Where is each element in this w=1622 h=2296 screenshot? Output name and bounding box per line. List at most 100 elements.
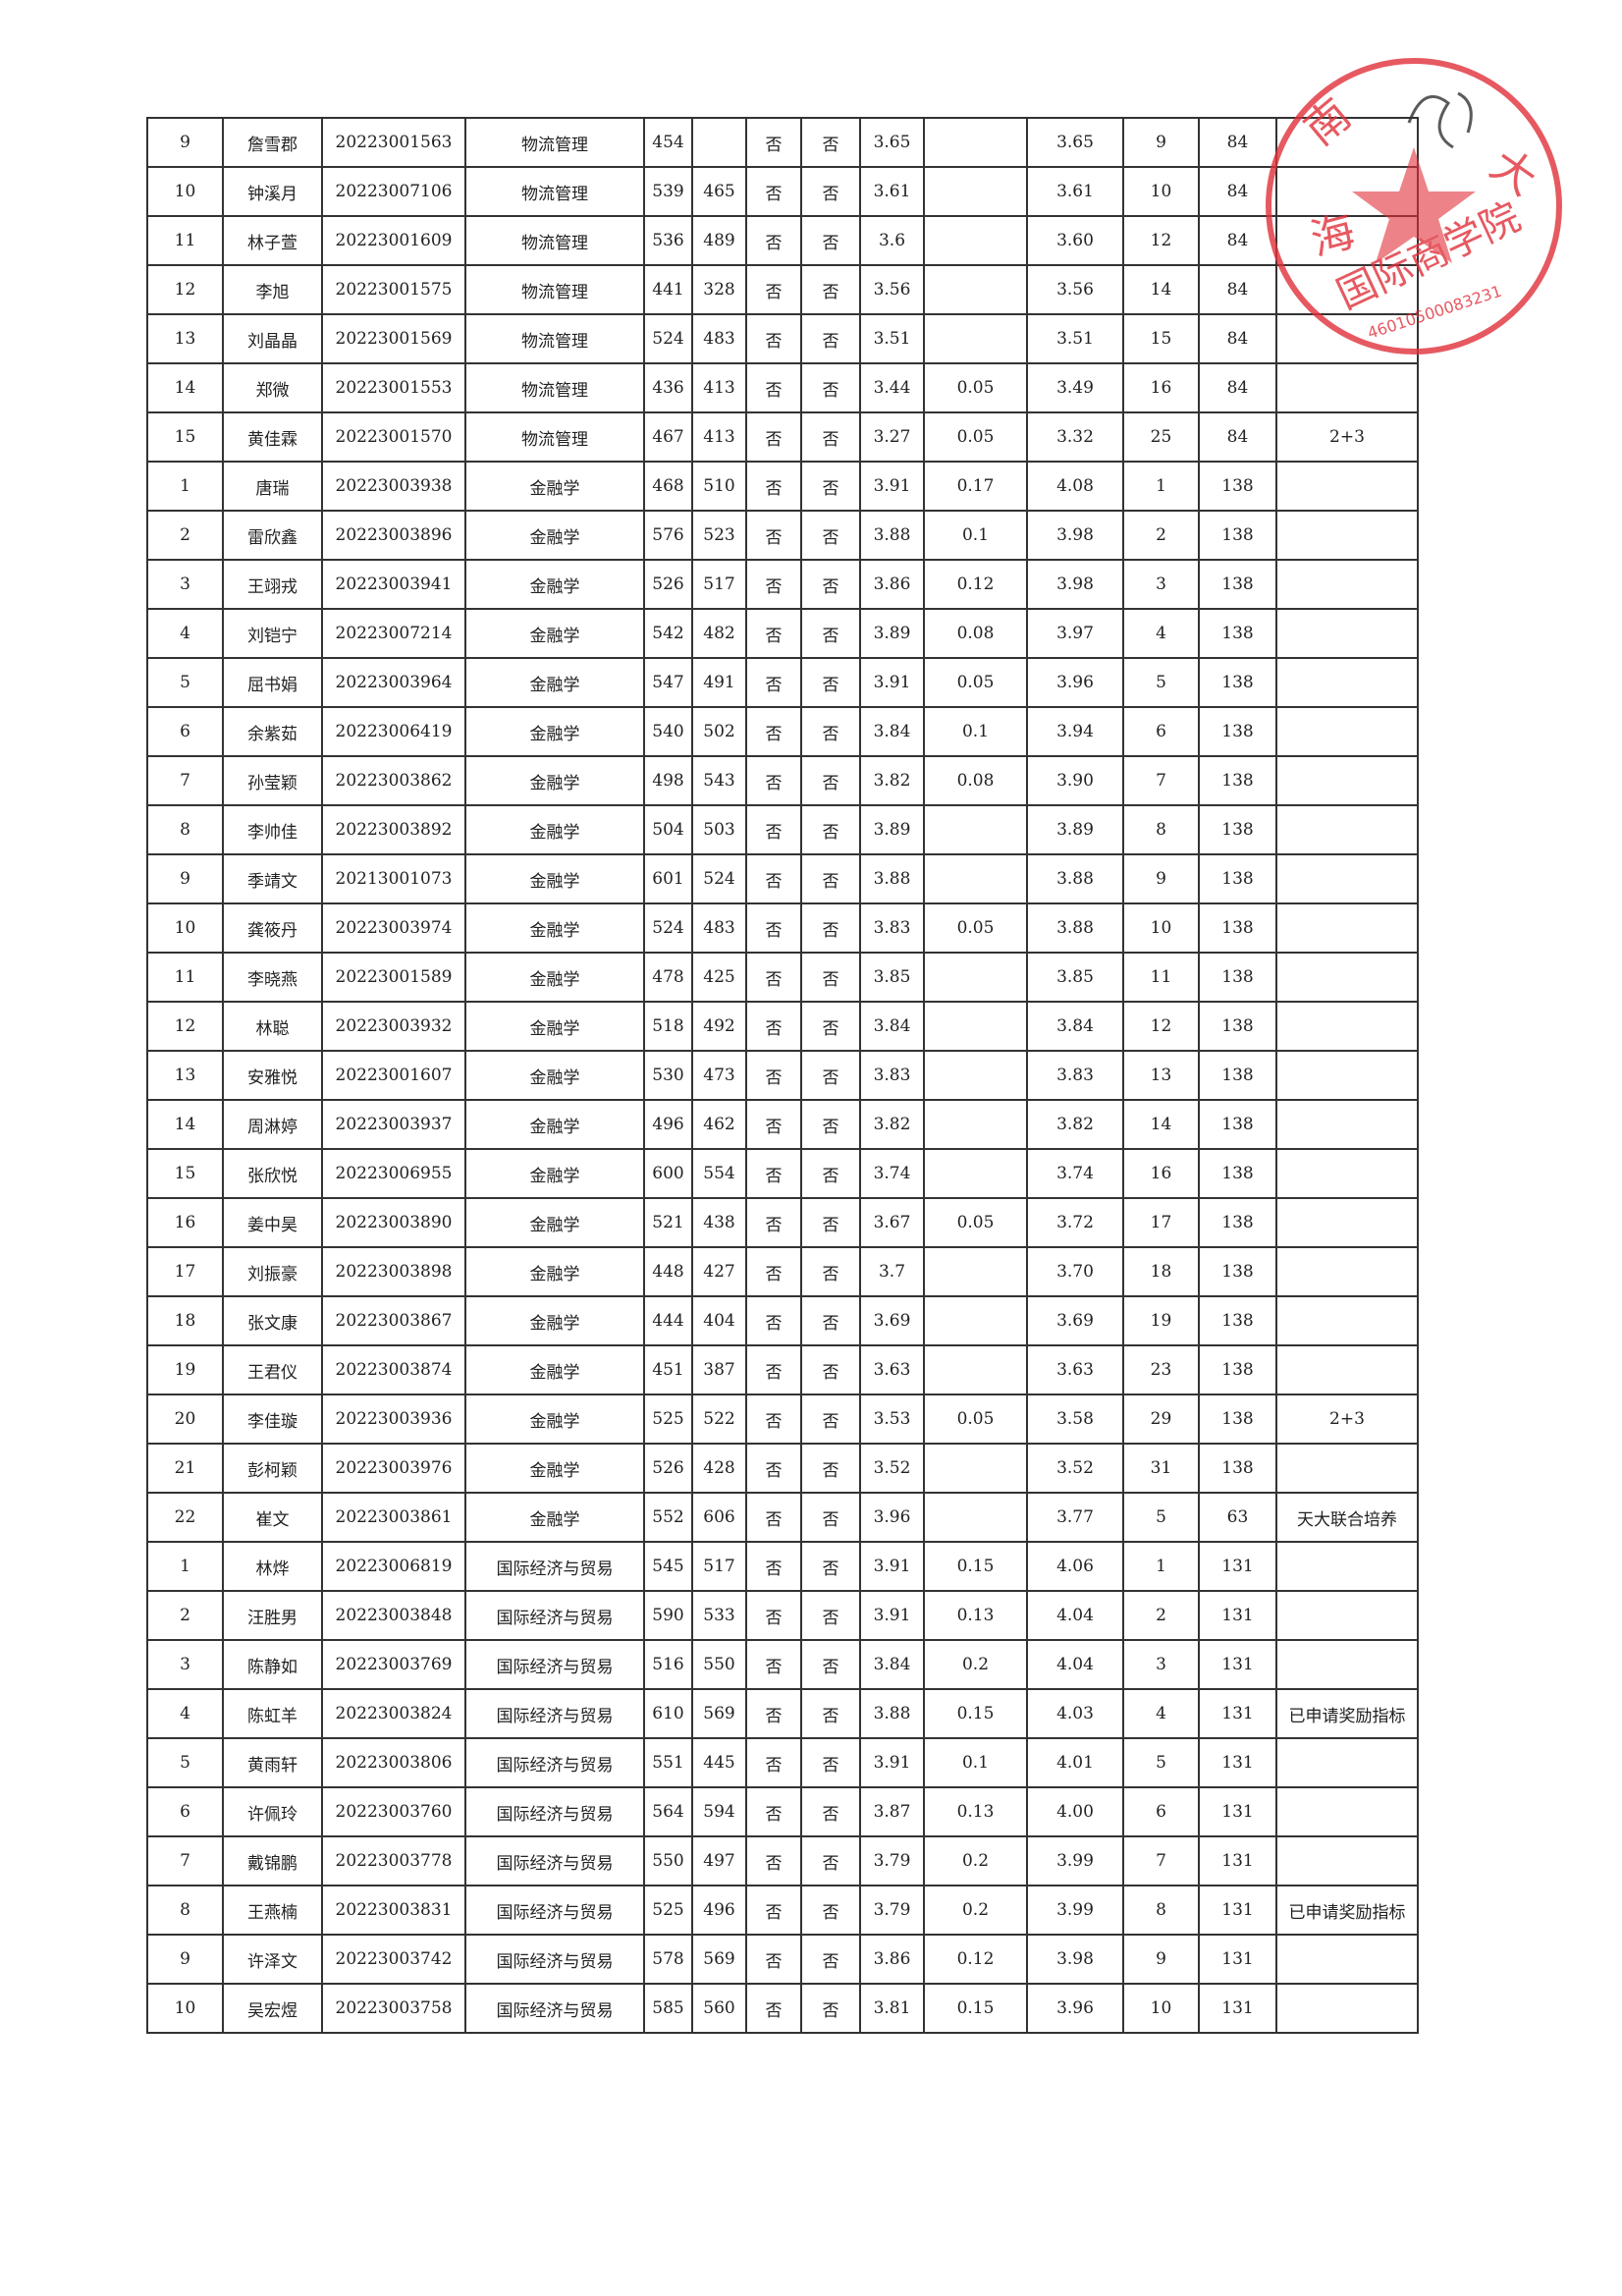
cell-score-a: 576 <box>643 510 693 561</box>
table-row: 11 李晓燕 20223001589 金融学 478 425 否否 3.85 3.85 11 138 <box>146 952 1419 1003</box>
cell-remark <box>1275 1983 1419 2034</box>
cell-major: 物流管理 <box>464 411 645 463</box>
cell-major: 金融学 <box>464 1148 645 1199</box>
cell-major: 国际经济与贸易 <box>464 1835 645 1886</box>
cell-total-score: 3.84 <box>1026 1001 1124 1052</box>
cell-total-score: 4.06 <box>1026 1541 1124 1592</box>
cell-score-b: 387 <box>691 1344 747 1395</box>
cell-score-a: 454 <box>643 117 693 168</box>
cell-name: 詹雪郡 <box>222 117 323 168</box>
table-row: 7 孙莹颖 20223003862 金融学 498 543 否否 3.82 0.08 3.90 7 1… <box>146 755 1419 806</box>
cell-rank-in-major: 6 <box>146 706 224 757</box>
cell-total-score: 3.96 <box>1026 1983 1124 2034</box>
cell-overall-rank: 8 <box>1122 804 1200 855</box>
cell-student-id: 20223003769 <box>321 1639 466 1690</box>
cell-rank-in-major: 2 <box>146 1590 224 1641</box>
cell-flag-a: 否 <box>745 166 802 217</box>
cell-flag-a: 否 <box>745 559 802 610</box>
cell-student-id: 20223003758 <box>321 1983 466 2034</box>
cell-score-b: 606 <box>691 1492 747 1543</box>
cell-student-id: 20223001575 <box>321 264 466 315</box>
cell-total-score: 4.00 <box>1026 1786 1124 1837</box>
cell-major-count: 63 <box>1198 1492 1277 1543</box>
cell-rank-in-major: 9 <box>146 1934 224 1985</box>
cell-rank-in-major: 8 <box>146 804 224 855</box>
cell-total-score: 3.51 <box>1026 313 1124 364</box>
cell-total-score: 3.94 <box>1026 706 1124 757</box>
cell-total-score: 4.04 <box>1026 1639 1124 1690</box>
cell-major: 金融学 <box>464 461 645 512</box>
cell-overall-rank: 15 <box>1122 313 1200 364</box>
cell-student-id: 20223003941 <box>321 559 466 610</box>
cell-total-score: 3.98 <box>1026 559 1124 610</box>
cell-total-score: 3.69 <box>1026 1295 1124 1346</box>
cell-gpa: 3.82 <box>859 1099 925 1150</box>
cell-rank-in-major: 22 <box>146 1492 224 1543</box>
cell-bonus: 0.05 <box>923 1197 1028 1248</box>
cell-bonus: 0.12 <box>923 559 1028 610</box>
cell-total-score: 3.88 <box>1026 853 1124 904</box>
cell-bonus: 0.05 <box>923 411 1028 463</box>
cell-rank-in-major: 6 <box>146 1786 224 1837</box>
cell-student-id: 20223007106 <box>321 166 466 217</box>
cell-flag-b: 否 <box>800 1148 861 1199</box>
cell-score-b: 569 <box>691 1688 747 1739</box>
cell-name: 王燕楠 <box>222 1885 323 1936</box>
cell-major: 金融学 <box>464 1099 645 1150</box>
cell-score-b: 554 <box>691 1148 747 1199</box>
cell-name: 姜中昊 <box>222 1197 323 1248</box>
cell-flag-b: 否 <box>800 510 861 561</box>
cell-remark <box>1275 755 1419 806</box>
cell-score-b: 427 <box>691 1246 747 1297</box>
cell-gpa: 3.7 <box>859 1246 925 1297</box>
cell-major-count: 138 <box>1198 510 1277 561</box>
cell-rank-in-major: 1 <box>146 1541 224 1592</box>
cell-student-id: 20223003974 <box>321 902 466 954</box>
cell-bonus: 0.2 <box>923 1835 1028 1886</box>
cell-gpa: 3.91 <box>859 1541 925 1592</box>
cell-remark <box>1275 1148 1419 1199</box>
cell-bonus <box>923 313 1028 364</box>
cell-gpa: 3.88 <box>859 510 925 561</box>
cell-major: 金融学 <box>464 1295 645 1346</box>
cell-major-count: 138 <box>1198 706 1277 757</box>
cell-flag-a: 否 <box>745 902 802 954</box>
cell-total-score: 3.88 <box>1026 902 1124 954</box>
cell-overall-rank: 14 <box>1122 264 1200 315</box>
cell-major-count: 138 <box>1198 804 1277 855</box>
cell-name: 王君仪 <box>222 1344 323 1395</box>
cell-gpa: 3.61 <box>859 166 925 217</box>
cell-remark <box>1275 1197 1419 1248</box>
cell-major-count: 84 <box>1198 411 1277 463</box>
cell-score-a: 524 <box>643 313 693 364</box>
cell-remark <box>1275 1639 1419 1690</box>
cell-major: 金融学 <box>464 1344 645 1395</box>
cell-overall-rank: 12 <box>1122 215 1200 266</box>
cell-name: 汪胜男 <box>222 1590 323 1641</box>
cell-gpa: 3.83 <box>859 1050 925 1101</box>
table-row: 21 彭柯颖 20223003976 金融学 526 428 否否 3.52 3.52 31 138 <box>146 1443 1419 1494</box>
cell-rank-in-major: 8 <box>146 1885 224 1936</box>
cell-remark: 已申请奖励指标 <box>1275 1885 1419 1936</box>
cell-total-score: 3.58 <box>1026 1394 1124 1445</box>
cell-name: 屈书娟 <box>222 657 323 708</box>
cell-remark <box>1275 117 1419 168</box>
cell-name: 许佩玲 <box>222 1786 323 1837</box>
table-row: 2 汪胜男 20223003848 国际经济与贸易 590 533 否否 3.91 0.13 4.… <box>146 1590 1419 1641</box>
cell-score-a: 525 <box>643 1885 693 1936</box>
cell-gpa: 3.56 <box>859 264 925 315</box>
cell-gpa: 3.88 <box>859 853 925 904</box>
cell-flag-b: 否 <box>800 1885 861 1936</box>
cell-gpa: 3.44 <box>859 362 925 413</box>
cell-flag-b: 否 <box>800 657 861 708</box>
cell-overall-rank: 2 <box>1122 510 1200 561</box>
cell-student-id: 20223001553 <box>321 362 466 413</box>
cell-flag-a: 否 <box>745 1786 802 1837</box>
cell-rank-in-major: 1 <box>146 461 224 512</box>
cell-flag-a: 否 <box>745 1835 802 1886</box>
cell-major-count: 138 <box>1198 1295 1277 1346</box>
cell-flag-b: 否 <box>800 362 861 413</box>
cell-remark <box>1275 1934 1419 1985</box>
cell-name: 周淋婷 <box>222 1099 323 1150</box>
cell-major-count: 138 <box>1198 1197 1277 1248</box>
